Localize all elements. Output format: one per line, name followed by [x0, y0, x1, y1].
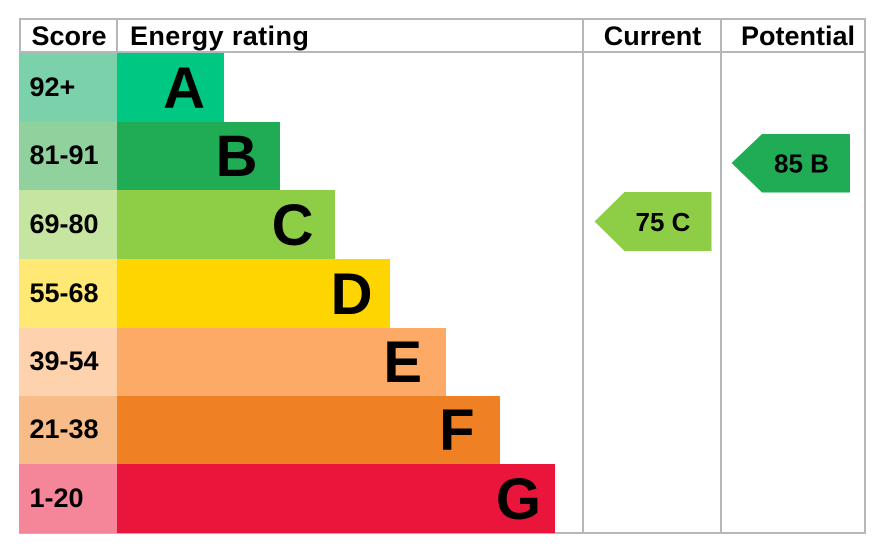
- svg-text:75 C: 75 C: [636, 206, 691, 236]
- svg-text:85 B: 85 B: [774, 148, 829, 178]
